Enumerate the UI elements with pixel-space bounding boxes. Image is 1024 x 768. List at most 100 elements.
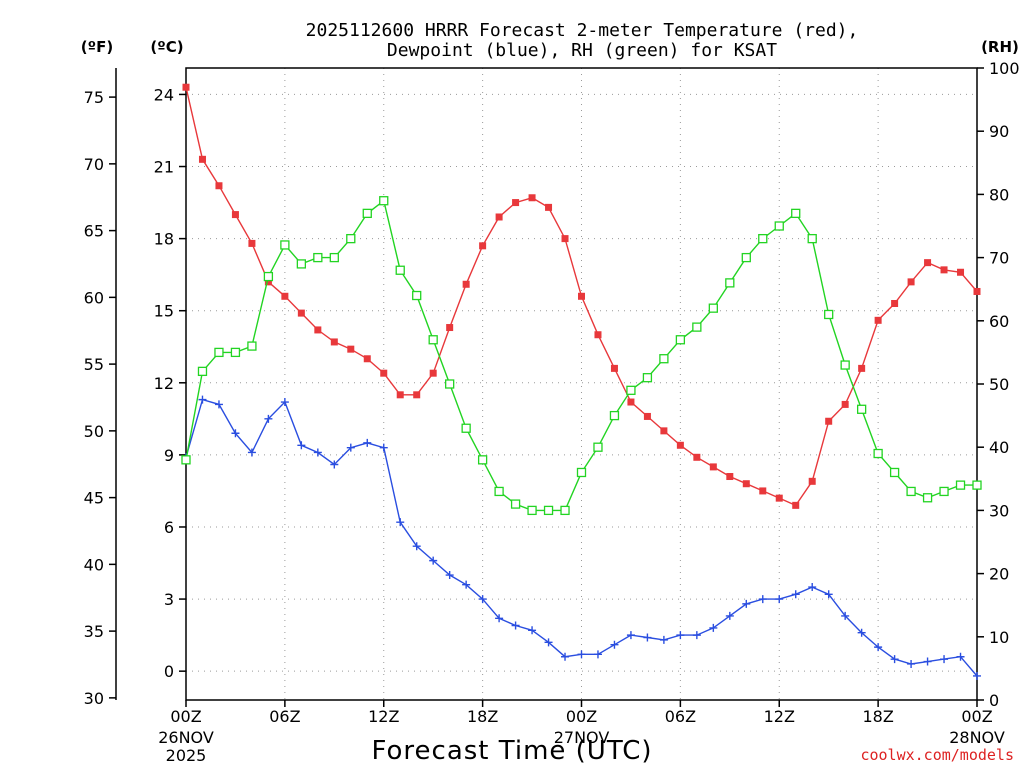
- dewpoint-point: [495, 614, 504, 623]
- temperature-point: [479, 242, 487, 250]
- fahrenheit-tick-label: 60: [84, 288, 104, 307]
- celsius-unit-label: (ºC): [150, 38, 183, 56]
- rh-point: [972, 480, 982, 490]
- rh-point: [445, 379, 455, 389]
- rh-tick-label: 90: [989, 122, 1009, 141]
- rh-point: [791, 208, 801, 219]
- rh-tick-label: 0: [989, 691, 999, 710]
- dewpoint-point: [890, 655, 899, 664]
- fahrenheit-tick-label: 55: [84, 355, 104, 374]
- temperature-point: [446, 324, 454, 332]
- temperature-point: [413, 391, 421, 399]
- temperature-point: [924, 259, 932, 267]
- celsius-tick-label: 3: [164, 590, 174, 609]
- rh-point: [560, 505, 570, 516]
- temperature-point: [726, 473, 734, 481]
- celsius-tick-label: 0: [164, 662, 174, 681]
- rh-point: [906, 486, 916, 497]
- rh-point: [313, 252, 323, 263]
- dewpoint-point: [742, 599, 751, 608]
- temperature-point: [330, 338, 338, 346]
- temperature-point: [248, 239, 256, 247]
- rh-point: [840, 360, 850, 370]
- dewpoint-point: [478, 595, 487, 604]
- temperature-point: [610, 364, 618, 372]
- dewpoint-point: [824, 590, 833, 599]
- temperature-point: [940, 266, 948, 274]
- dewpoint-point: [626, 631, 635, 640]
- dewpoint-point: [956, 652, 965, 661]
- rh-point: [642, 373, 653, 383]
- temperature-point: [347, 345, 355, 353]
- temperature-point: [957, 268, 965, 276]
- chart-title-line2: Dewpoint (blue), RH (green) for KSAT: [387, 40, 777, 61]
- credit-text: coolwx.com/models: [860, 746, 1014, 764]
- celsius-tick-label: 18: [154, 230, 174, 249]
- series-line: [185, 398, 978, 677]
- temperature-point: [594, 331, 602, 339]
- dewpoint-point: [709, 623, 718, 632]
- dewpoint-point: [593, 650, 602, 659]
- rh-point: [362, 208, 372, 219]
- dewpoint-point: [775, 595, 784, 604]
- celsius-tick-label: 24: [154, 85, 174, 104]
- dewpoint-point: [808, 583, 817, 592]
- rh-point: [543, 505, 554, 516]
- dewpoint-point: [758, 595, 767, 604]
- rh-point: [675, 335, 686, 345]
- dewpoint-point: [346, 443, 355, 452]
- dewpoint-point: [973, 671, 981, 680]
- x-date-label: 27NOV: [554, 728, 610, 747]
- temperature-point: [874, 316, 882, 324]
- rh-point: [758, 233, 768, 244]
- rh-point: [774, 221, 784, 231]
- rh-tick-label: 40: [989, 438, 1009, 457]
- temperature-point: [281, 292, 289, 300]
- rh-point: [230, 347, 241, 358]
- fahrenheit-tick-label: 35: [84, 622, 104, 641]
- series-dewpoint: [182, 395, 981, 680]
- series-rh: [181, 196, 982, 516]
- temperature-point: [676, 441, 684, 449]
- temperature-point: [693, 453, 701, 461]
- x-axis-title: Forecast Time (UTC): [371, 736, 652, 766]
- x-tick-label: 06Z: [665, 707, 696, 726]
- dewpoint-point: [692, 631, 701, 640]
- series-line: [185, 199, 977, 512]
- dewpoint-point: [923, 657, 932, 666]
- temperature-point: [742, 480, 750, 488]
- rh-point: [692, 322, 702, 332]
- rh-point: [181, 455, 191, 465]
- dewpoint-point: [396, 518, 405, 527]
- temperature-point: [462, 280, 470, 288]
- rh-point: [824, 309, 834, 320]
- dewpoint-point: [462, 580, 471, 589]
- x-tick-label: 00Z: [170, 707, 201, 726]
- temperature-point: [709, 463, 717, 471]
- temperature-point: [891, 299, 899, 307]
- rh-point: [296, 259, 307, 269]
- temperature-point: [297, 309, 305, 317]
- temperature-point: [578, 292, 585, 300]
- x-date-label: 28NOV: [949, 728, 1005, 747]
- temperature-point: [380, 369, 388, 377]
- dewpoint-point: [363, 438, 372, 447]
- dewpoint-point: [264, 414, 273, 423]
- temperature-point: [561, 235, 569, 243]
- celsius-tick-label: 21: [154, 158, 174, 177]
- data-series: [181, 83, 982, 680]
- dewpoint-point: [940, 655, 949, 664]
- grid-lines: [186, 68, 977, 700]
- rh-point: [527, 505, 537, 516]
- rh-tick-label: 30: [989, 501, 1009, 520]
- temperature-point: [429, 369, 437, 377]
- rh-tick-label: 10: [989, 628, 1009, 647]
- rh-point: [214, 347, 224, 358]
- rh-point: [939, 486, 949, 497]
- dewpoint-point: [297, 441, 306, 450]
- x-tick-label: 00Z: [566, 707, 597, 726]
- rh-point: [725, 278, 735, 288]
- dewpoint-point: [528, 626, 537, 635]
- rh-tick-label: 70: [989, 249, 1009, 268]
